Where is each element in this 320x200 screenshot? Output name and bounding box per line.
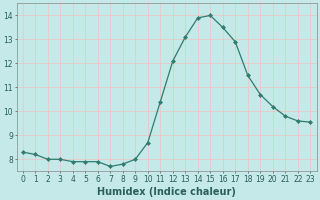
X-axis label: Humidex (Indice chaleur): Humidex (Indice chaleur) [97, 187, 236, 197]
